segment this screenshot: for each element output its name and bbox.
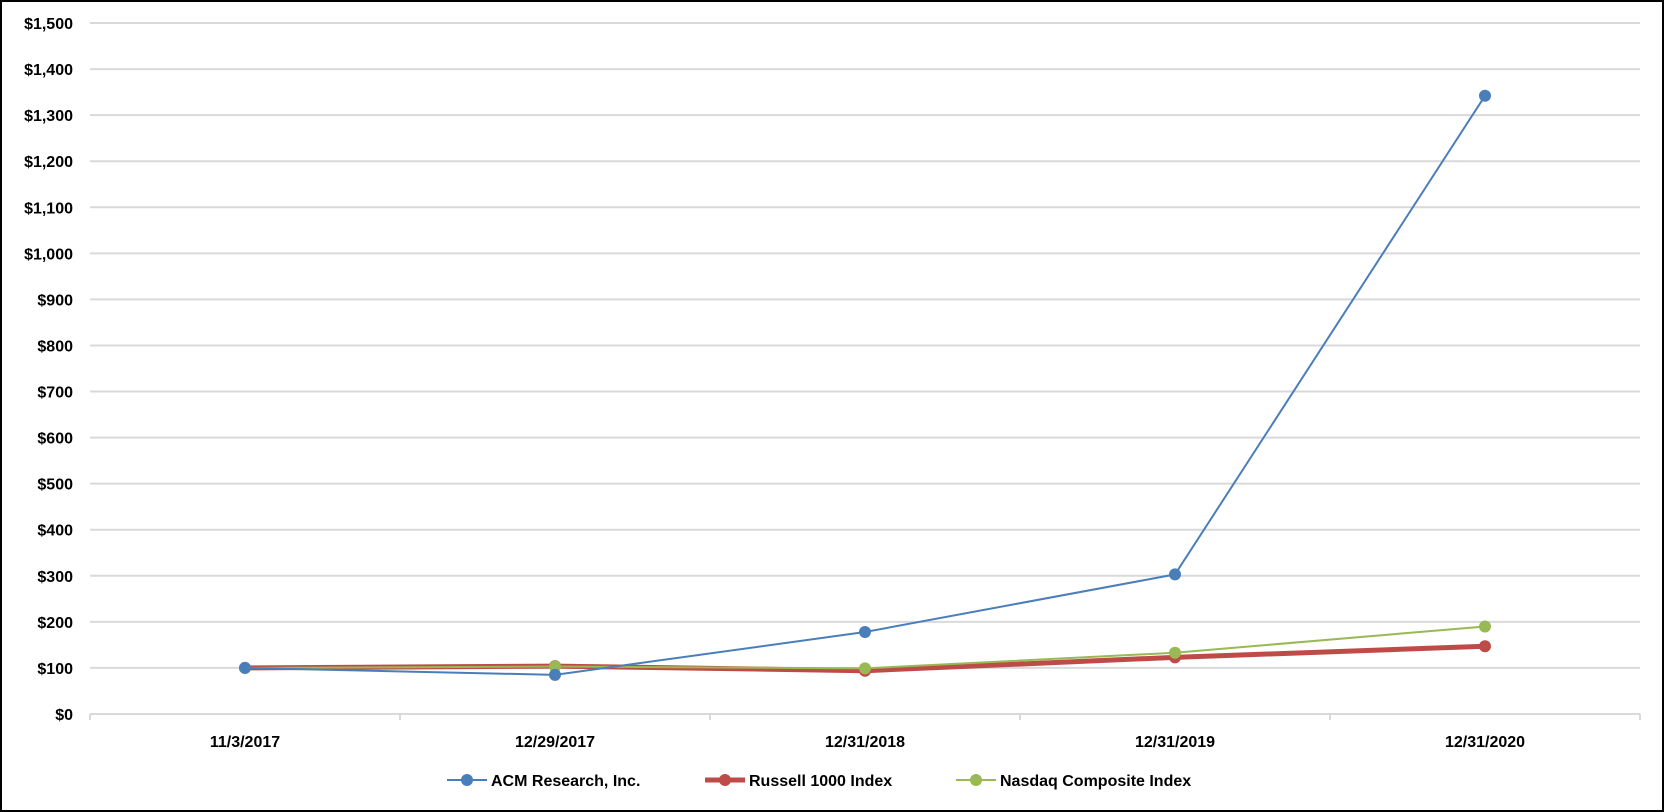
x-tick-label: 12/31/2020 xyxy=(1445,734,1525,751)
y-tick-label: $100 xyxy=(37,661,73,678)
legend-marker xyxy=(970,774,982,786)
y-tick-label: $0 xyxy=(55,707,73,724)
y-tick-label: $800 xyxy=(37,338,73,355)
y-tick-label: $900 xyxy=(37,292,73,309)
data-point xyxy=(549,660,561,673)
y-tick-label: $700 xyxy=(37,385,73,402)
data-point xyxy=(1479,620,1491,633)
x-tick-label: 12/29/2017 xyxy=(515,734,595,751)
x-tick-label: 12/31/2019 xyxy=(1135,734,1215,751)
y-tick-label: $1,300 xyxy=(24,108,73,125)
data-point xyxy=(1169,568,1181,581)
data-point xyxy=(239,661,251,674)
x-tick-label: 11/3/2017 xyxy=(210,734,280,751)
y-tick-label: $1,000 xyxy=(24,246,73,263)
legend-marker xyxy=(719,774,731,786)
y-tick-label: $1,500 xyxy=(24,16,73,33)
legend-label: Nasdaq Composite Index xyxy=(1000,773,1191,790)
y-tick-label: $1,200 xyxy=(24,154,73,171)
data-point xyxy=(1479,89,1491,102)
y-tick-label: $600 xyxy=(37,431,73,448)
series-line-0 xyxy=(244,95,1486,676)
y-tick-label: $1,100 xyxy=(24,200,73,217)
data-point xyxy=(1169,646,1181,659)
y-tick-label: $400 xyxy=(37,523,73,540)
legend-label: ACM Research, Inc. xyxy=(491,773,640,790)
legend-label: Russell 1000 Index xyxy=(749,773,892,790)
y-tick-label: $200 xyxy=(37,615,73,632)
data-point xyxy=(1479,640,1491,653)
y-tick-label: $500 xyxy=(37,477,73,494)
y-tick-label: $1,400 xyxy=(24,62,73,79)
x-tick-label: 12/31/2018 xyxy=(825,734,905,751)
y-tick-label: $300 xyxy=(37,569,73,586)
data-point xyxy=(549,668,561,681)
data-point xyxy=(859,626,871,639)
data-point xyxy=(859,662,871,675)
legend-marker xyxy=(461,774,473,786)
